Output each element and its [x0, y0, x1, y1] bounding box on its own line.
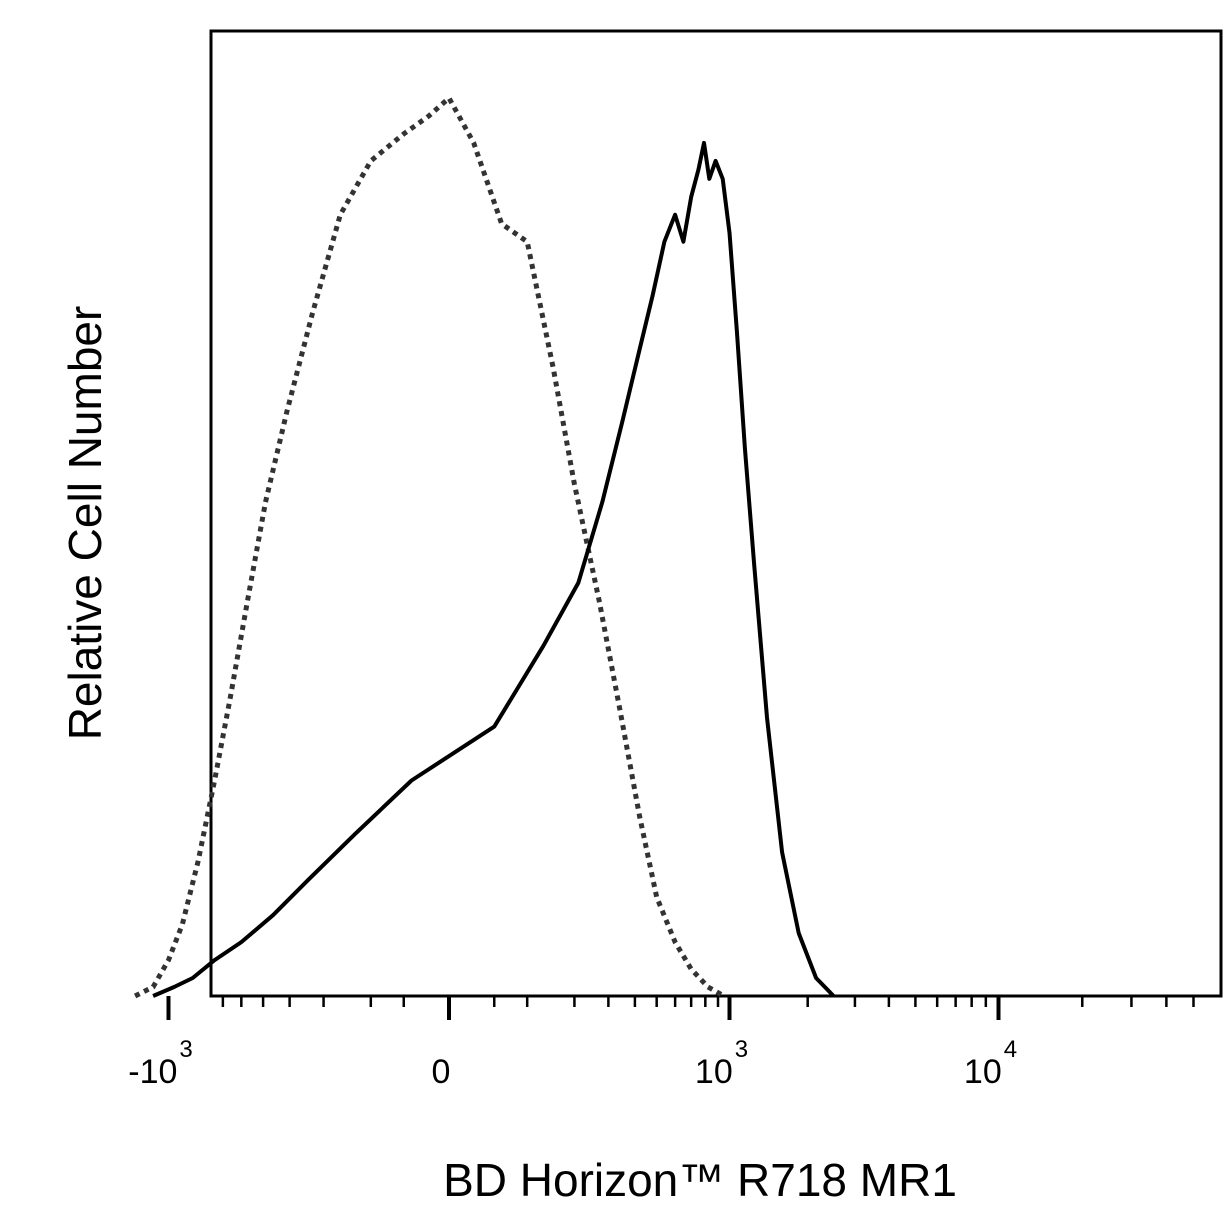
stained-histogram — [152, 140, 836, 998]
x-major-ticks — [166, 996, 1001, 1020]
plot-frame — [209, 29, 1223, 998]
x-tick-label: -103 — [128, 1036, 193, 1091]
x-axis-title: BD Horizon™ R718 MR1 — [443, 1154, 957, 1206]
series-layer — [133, 95, 836, 999]
x-tick-label: 0 — [432, 1053, 451, 1091]
x-minor-ticks — [221, 996, 1195, 1007]
x-tick-labels: -1030103104105 — [128, 1036, 1017, 1091]
x-tick-label: 104 — [964, 1036, 1017, 1091]
x-tick-label: 103 — [695, 1036, 748, 1091]
isotype-control-histogram — [133, 95, 726, 999]
y-axis-title: Relative Cell Number — [59, 306, 111, 741]
